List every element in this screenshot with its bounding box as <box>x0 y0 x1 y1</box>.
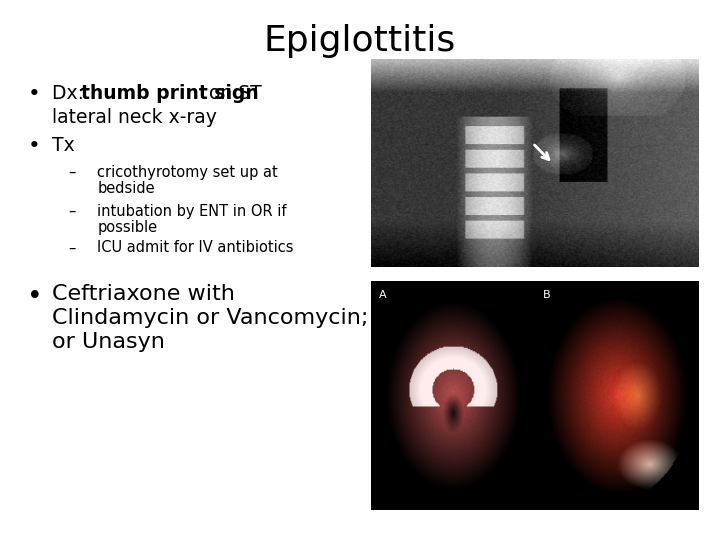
Text: •: • <box>27 284 43 309</box>
Text: Tx: Tx <box>52 136 75 155</box>
Text: Dx:: Dx: <box>52 84 90 103</box>
Text: cricothyrotomy set up at: cricothyrotomy set up at <box>97 165 278 180</box>
Text: B: B <box>543 290 550 300</box>
Text: on ST: on ST <box>203 84 262 103</box>
Text: Epiglottitis: Epiglottitis <box>264 24 456 58</box>
Text: ICU admit for IV antibiotics: ICU admit for IV antibiotics <box>97 240 294 255</box>
Text: –: – <box>68 165 76 180</box>
Text: A: A <box>379 290 387 300</box>
Text: possible: possible <box>97 220 158 235</box>
Text: •: • <box>27 136 40 156</box>
Text: intubation by ENT in OR if: intubation by ENT in OR if <box>97 204 287 219</box>
Text: Ceftriaxone with: Ceftriaxone with <box>52 284 235 303</box>
Text: •: • <box>27 84 40 104</box>
Text: Clindamycin or Vancomycin;: Clindamycin or Vancomycin; <box>52 308 368 328</box>
Text: bedside: bedside <box>97 181 155 196</box>
Text: lateral neck x-ray: lateral neck x-ray <box>52 108 217 127</box>
Text: –: – <box>68 204 76 219</box>
Text: –: – <box>68 240 76 255</box>
Text: or Unasyn: or Unasyn <box>52 332 165 352</box>
Text: thumb print sign: thumb print sign <box>81 84 258 103</box>
